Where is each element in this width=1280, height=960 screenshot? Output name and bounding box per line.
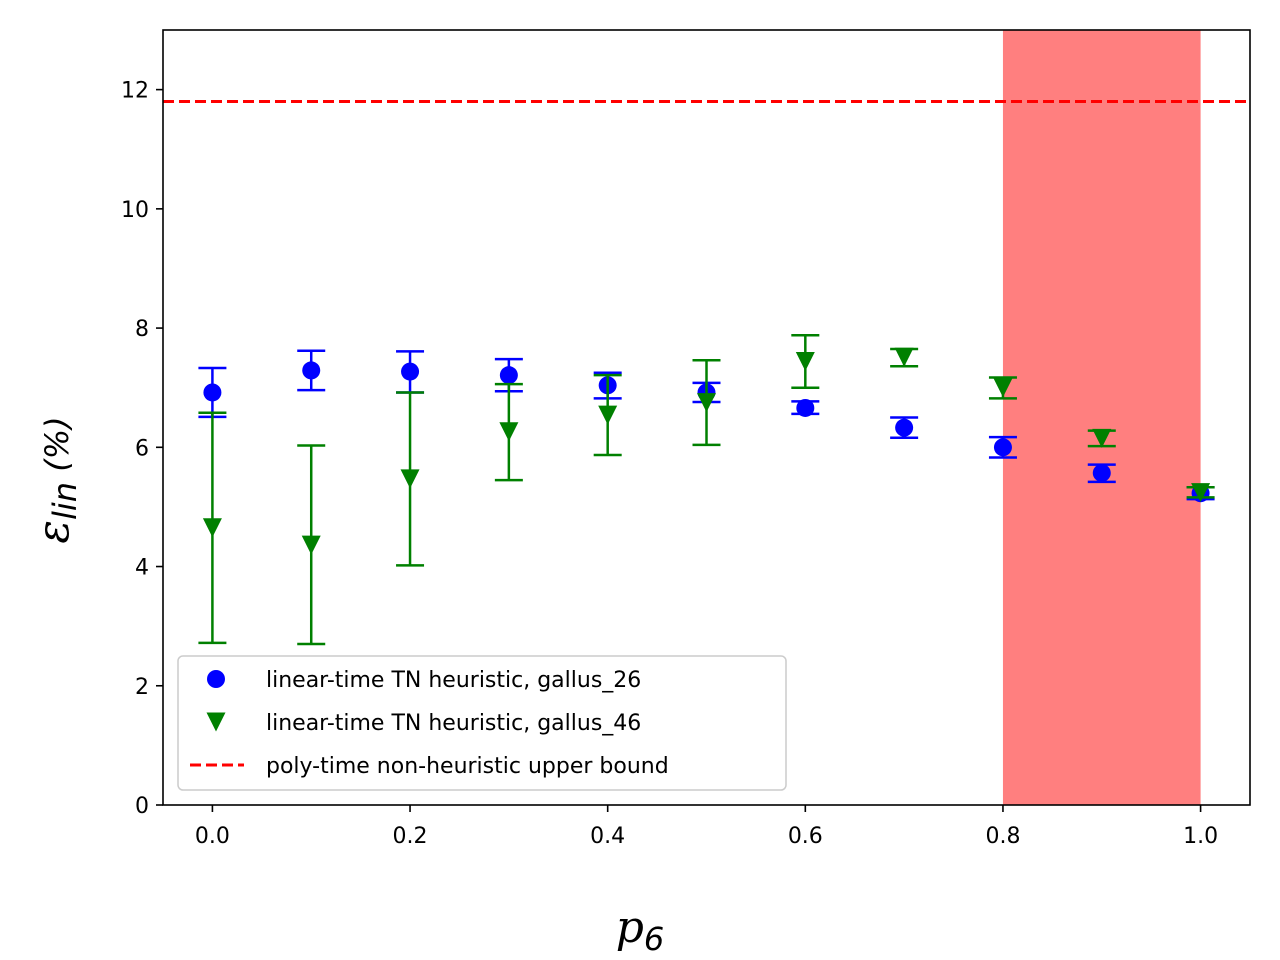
x-tick-label: 0.6 <box>788 824 823 849</box>
data-point <box>499 366 518 385</box>
y-tick-label: 10 <box>121 198 149 223</box>
x-tick-label: 1.0 <box>1183 824 1218 849</box>
legend-label: linear-time TN heuristic, gallus_26 <box>266 668 641 693</box>
y-tick-label: 12 <box>121 79 149 104</box>
legend-marker <box>206 712 226 732</box>
axis-labels: p6 εlin (%) <box>28 416 664 958</box>
data-point <box>993 378 1013 398</box>
series-2 <box>198 333 1215 646</box>
data-point <box>400 469 420 489</box>
x-tick-label: 0.2 <box>393 824 428 849</box>
data-point <box>401 362 420 381</box>
x-axis-label: p6 <box>616 902 665 958</box>
legend-box <box>177 655 787 791</box>
y-tick-label: 2 <box>135 675 149 700</box>
x-tick-label: 0.0 <box>195 824 230 849</box>
plot-layer <box>163 30 1250 805</box>
y-tick-label: 8 <box>135 317 149 342</box>
shaded-region <box>1002 30 1201 805</box>
x-tick-label: 0.4 <box>590 824 625 849</box>
data-point <box>1191 483 1211 503</box>
data-point <box>1092 428 1112 448</box>
legend: linear-time TN heuristic, gallus_26linea… <box>177 655 787 791</box>
y-tick-label: 0 <box>135 794 149 819</box>
plot-frame <box>162 29 1251 806</box>
data-point <box>697 393 716 413</box>
legend-label: poly-time non-heuristic upper bound <box>266 754 669 779</box>
data-point <box>796 398 815 417</box>
axes-layer: 0.0 0.2 0.4 0.6 0.8 1.0 0 2 4 6 8 10 12 <box>121 29 1251 849</box>
data-point <box>1092 463 1111 482</box>
data-point <box>795 351 815 371</box>
data-point <box>499 422 519 442</box>
x-tick-label: 0.8 <box>985 824 1020 849</box>
data-point <box>202 518 222 538</box>
data-point <box>598 405 618 425</box>
data-point <box>302 361 321 380</box>
y-axis-label: εlin (%) <box>28 416 84 543</box>
legend-label: linear-time TN heuristic, gallus_46 <box>266 711 641 736</box>
legend-marker <box>207 670 225 688</box>
data-point <box>301 535 321 555</box>
y-tick-label: 6 <box>135 436 149 461</box>
data-point <box>894 347 914 367</box>
data-point <box>895 418 914 437</box>
y-tick-label: 4 <box>135 556 149 581</box>
data-point <box>993 438 1012 457</box>
data-point <box>203 383 222 402</box>
